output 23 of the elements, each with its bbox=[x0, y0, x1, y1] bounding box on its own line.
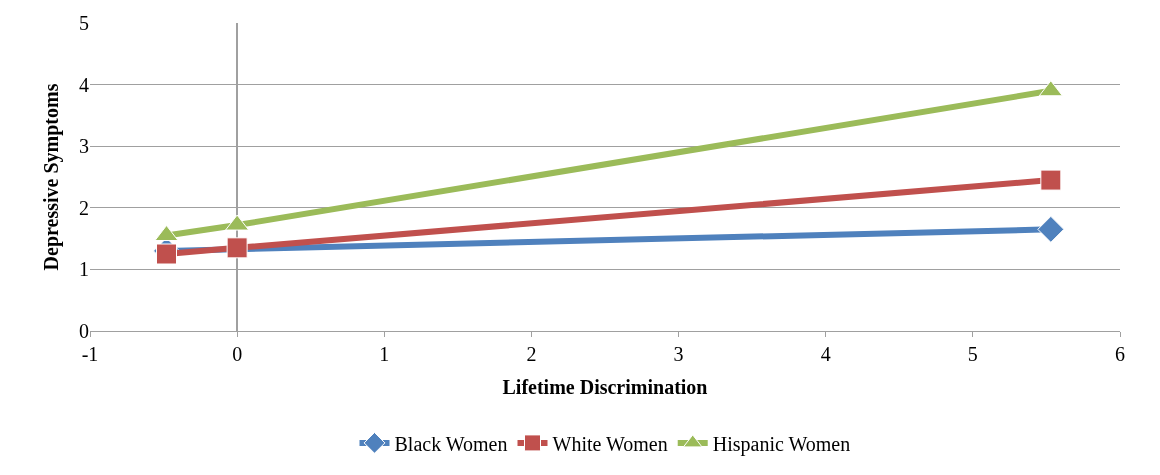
y-tick-label: 5 bbox=[79, 12, 89, 34]
point bbox=[1037, 215, 1065, 243]
y-axis-title: Depressive Symptoms bbox=[39, 83, 63, 271]
legend-label: Black Women bbox=[394, 432, 508, 455]
legend-label: White Women bbox=[552, 432, 668, 455]
y-tick-label: 3 bbox=[79, 135, 89, 158]
point bbox=[1040, 169, 1062, 191]
x-tick-label: 2 bbox=[526, 343, 537, 365]
legend-label: Hispanic Women bbox=[712, 432, 851, 456]
y-tick-label: 4 bbox=[79, 73, 89, 96]
x-axis-title: Lifetime Discrimination bbox=[502, 375, 708, 398]
y-tick-label: 0 bbox=[79, 320, 89, 342]
y-tick-label: 2 bbox=[79, 196, 89, 219]
x-tick-label: 0 bbox=[232, 343, 243, 365]
x-tick-label: -1 bbox=[81, 343, 99, 365]
point bbox=[156, 243, 178, 265]
x-tick-label: 6 bbox=[1115, 343, 1125, 365]
x-tick-label: 3 bbox=[673, 343, 684, 365]
x-tick-label: 4 bbox=[820, 343, 831, 365]
point bbox=[226, 237, 248, 259]
y-tick-label: 1 bbox=[79, 258, 89, 281]
x-tick-label: 1 bbox=[379, 343, 390, 365]
x-tick-label: 5 bbox=[967, 343, 978, 365]
